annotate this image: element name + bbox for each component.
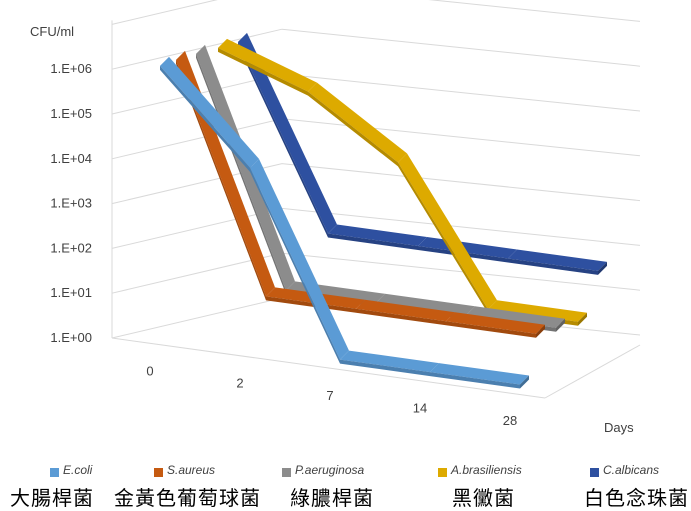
legend-item: E.coli 大腸桿菌 (0, 460, 691, 510)
ribbon-segment (160, 56, 259, 168)
legend-label: P.aeruginosa (295, 463, 365, 477)
legend-label-chinese: 大腸桿菌 (10, 486, 94, 510)
chart: 1.E+00 1.E+01 1.E+02 1.E+03 1.E+04 1.E+05 1.E+… (30, 0, 641, 435)
floor-front-edge (111, 337, 546, 399)
x-tick-labels: 0 2 7 14 28 (146, 363, 517, 428)
ribbon-segment (218, 38, 317, 92)
legend-label-chinese: 黑黴菌 (452, 486, 515, 510)
legend-label: E.coli (63, 463, 93, 477)
ribbon-end-cap (598, 261, 607, 275)
gridline (111, 163, 641, 205)
ribbon-segment (446, 312, 545, 334)
legend-swatch (50, 468, 59, 477)
gridline (111, 0, 641, 25)
ribbon-segment (488, 300, 587, 322)
floor-right-edge (544, 344, 641, 399)
y-tick-label: 1.E+02 (50, 240, 92, 255)
gridlines (111, 0, 641, 339)
x-tick-label: 2 (236, 376, 243, 391)
y-axis-label: CFU/ml (30, 24, 74, 39)
y-tick-label: 1.E+00 (50, 330, 92, 345)
ribbon-segment (418, 236, 517, 259)
y-tick-label: 1.E+04 (50, 151, 92, 166)
legend-swatch (282, 468, 291, 477)
ribbon-end-cap (556, 318, 565, 332)
ribbon-edge (218, 47, 308, 96)
series-p-aeruginosa (196, 44, 565, 332)
ribbon-segment (238, 32, 337, 234)
legend-item: A.brasiliensis 黑黴菌 (0, 460, 691, 510)
legend-item: C.albicans 白色念珠菌 (0, 460, 691, 510)
ribbon-segment (508, 249, 607, 271)
y-tick-labels: 1.E+00 1.E+01 1.E+02 1.E+03 1.E+04 1.E+05 1.E+… (50, 61, 92, 345)
ribbon-end-cap (520, 375, 529, 389)
ribbon-edge (446, 321, 536, 338)
ribbon-segment (430, 363, 529, 385)
ribbon-segment (328, 224, 427, 246)
x-axis-label: Days (604, 420, 634, 435)
series-e-coli (160, 56, 529, 389)
y-tick-label: 1.E+05 (50, 106, 92, 121)
legend-swatch (154, 468, 163, 477)
legend-swatch (590, 468, 599, 477)
legend-item: P.aeruginosa 綠膿桿菌 (0, 460, 691, 510)
legend-item: S.aureus 金黃色葡萄球菌 (0, 460, 691, 510)
series-a-brasiliensis (218, 38, 587, 326)
ribbon-segment (308, 82, 407, 163)
y-tick-label: 1.E+06 (50, 61, 92, 76)
ribbon-segment (398, 153, 497, 310)
legend-swatch (438, 468, 447, 477)
gridline (111, 28, 641, 70)
ribbon-end-cap (536, 324, 545, 338)
ribbon-edge (328, 233, 418, 250)
ribbon-edge (176, 59, 266, 301)
ribbon-edge (340, 359, 430, 377)
ribbon-segment (250, 158, 349, 360)
ribbon-edge (356, 308, 446, 326)
ribbon-edge (266, 296, 356, 313)
legend-label-chinese: 綠膿桿菌 (290, 486, 374, 510)
ribbon-edge (430, 372, 520, 389)
y-tick-label: 1.E+01 (50, 285, 92, 300)
ribbon-edge (508, 258, 598, 275)
x-tick-label: 7 (326, 388, 333, 403)
legend: E.coli 大腸桿菌 S.aureus 金黃色葡萄球菌 P.aeruginosa 綠膿桿… (0, 460, 691, 510)
chart-floor (111, 20, 641, 399)
x-tick-label: 0 (146, 363, 153, 378)
ribbon-segment (466, 306, 565, 328)
ribbon-edge (160, 65, 250, 172)
ribbon-segment (356, 299, 455, 322)
ribbon-edge (308, 91, 398, 167)
x-tick-label: 14 (413, 401, 427, 416)
legend-label-chinese: 白色念珠菌 (584, 486, 689, 510)
y-tick-label: 1.E+03 (50, 196, 92, 211)
ribbon-edge (398, 162, 488, 314)
ribbon-edge (250, 167, 340, 364)
x-tick-label: 28 (503, 413, 517, 428)
legend-label: A.brasiliensis (451, 463, 522, 477)
ribbon-end-cap (578, 312, 587, 326)
legend-label: C.albicans (603, 463, 660, 477)
ribbon-segment (340, 350, 439, 373)
legend-label: S.aureus (167, 463, 216, 477)
ribbon-segment (376, 293, 475, 316)
ribbon-edge (238, 41, 328, 238)
legend-label-chinese: 金黃色葡萄球菌 (114, 486, 261, 510)
series-c-albicans (238, 32, 607, 275)
series-ribbons (160, 32, 607, 389)
ribbon-segment (196, 44, 295, 291)
